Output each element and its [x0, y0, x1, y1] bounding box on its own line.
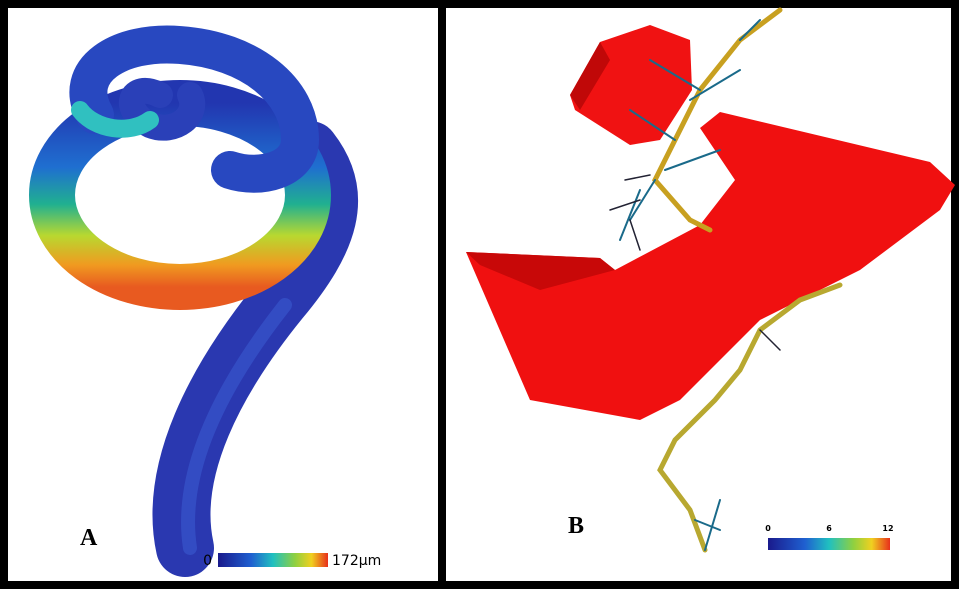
scale-label: 0	[765, 524, 771, 533]
color-scale	[218, 553, 328, 567]
scale-label: 12	[882, 524, 893, 533]
panel-label: B	[568, 513, 584, 539]
panel-label: A	[80, 525, 98, 551]
color-scale	[768, 538, 890, 550]
figure: A 0 172µm B 0 6 12	[0, 0, 959, 589]
scale-label: 6	[826, 524, 832, 533]
scale-label: 0	[203, 553, 212, 569]
scale-label: 172µm	[332, 553, 381, 569]
divider	[438, 0, 446, 589]
